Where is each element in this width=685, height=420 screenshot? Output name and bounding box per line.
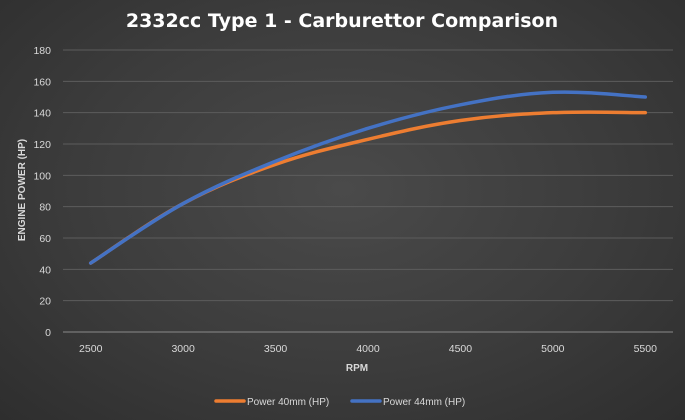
- chart-title: 2332cc Type 1 - Carburettor Comparison: [126, 10, 558, 32]
- y-tick-label: 140: [33, 108, 51, 120]
- y-tick-label: 100: [33, 170, 51, 182]
- x-tick-label: 2500: [79, 343, 103, 355]
- x-axis-ticks: 2500 3000 3500 4000 4500 5000 5500: [79, 343, 657, 355]
- x-tick-label: 3500: [264, 343, 288, 355]
- legend-label: Power 40mm (HP): [247, 397, 329, 408]
- x-tick-label: 5500: [634, 343, 658, 355]
- y-tick-label: 180: [33, 45, 51, 57]
- x-axis-title: RPM: [346, 363, 368, 374]
- legend-item-power-40mm-hp: Power 40mm (HP): [214, 397, 329, 408]
- y-tick-label: 60: [39, 233, 51, 245]
- series-line-power-40mm-hp: [88, 110, 648, 265]
- x-tick-label: 4500: [449, 343, 473, 355]
- series-line-power-44mm-hp: [88, 90, 648, 265]
- y-tick-label: 40: [39, 264, 51, 276]
- legend: Power 40mm (HP) Power 44mm (HP): [214, 397, 465, 408]
- y-tick-label: 80: [39, 202, 51, 214]
- x-tick-label: 4000: [356, 343, 380, 355]
- legend-label: Power 44mm (HP): [383, 397, 465, 408]
- gridlines: [63, 49, 673, 333]
- y-tick-label: 0: [45, 327, 51, 339]
- y-tick-label: 20: [39, 296, 51, 308]
- x-tick-label: 3000: [171, 343, 195, 355]
- y-axis-ticks: 0 20 40 60 80 100 120 140 160 180: [33, 45, 51, 339]
- series-lines: [88, 90, 648, 265]
- y-tick-label: 120: [33, 139, 51, 151]
- legend-item-power-44mm-hp: Power 44mm (HP): [350, 397, 465, 408]
- x-tick-label: 5000: [541, 343, 565, 355]
- y-tick-label: 160: [33, 76, 51, 88]
- y-axis-title: ENGINE POWER (HP): [17, 139, 28, 241]
